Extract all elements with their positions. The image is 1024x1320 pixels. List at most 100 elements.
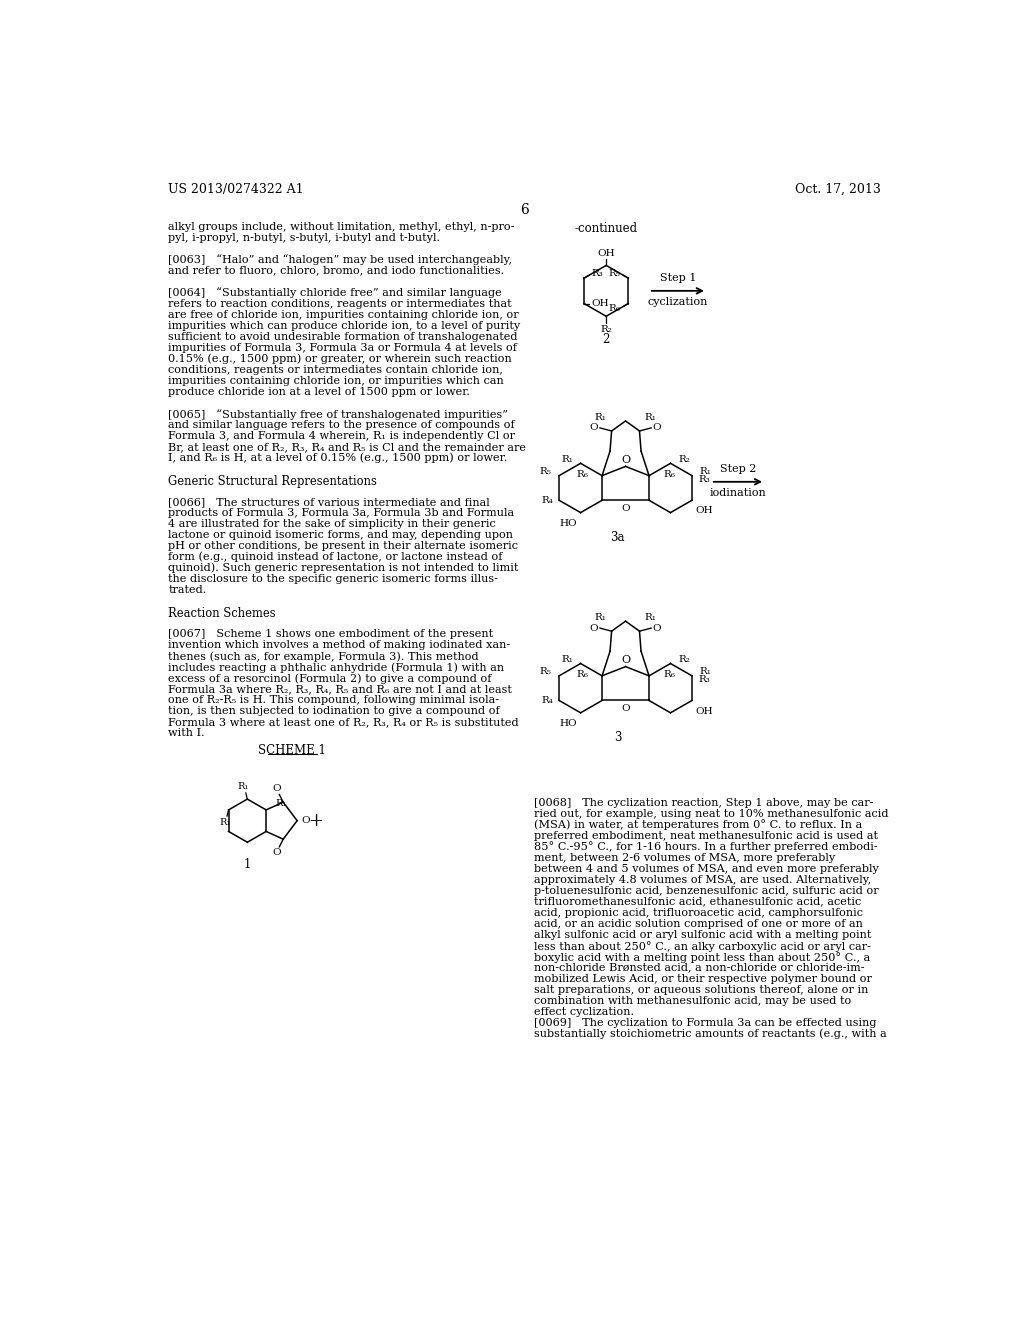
Text: and similar language refers to the presence of compounds of: and similar language refers to the prese… [168,420,515,430]
Text: R₅: R₅ [540,467,551,477]
Text: preferred embodiment, neat methanesulfonic acid is used at: preferred embodiment, neat methanesulfon… [535,830,879,841]
Text: R₆: R₆ [577,671,588,678]
Text: includes reacting a phthalic anhydride (Formula 1) with an: includes reacting a phthalic anhydride (… [168,663,505,673]
Text: R₆: R₆ [663,470,675,479]
Text: pH or other conditions, be present in their alternate isomeric: pH or other conditions, be present in th… [168,541,518,550]
Text: R₁: R₁ [561,455,572,463]
Text: form (e.g., quinoid instead of lactone, or lactone instead of: form (e.g., quinoid instead of lactone, … [168,552,503,562]
Text: O: O [622,504,630,513]
Text: OH: OH [592,300,609,308]
Text: R₆: R₆ [663,671,675,678]
Text: R₄: R₄ [541,496,553,504]
Text: I, and R₆ is H, at a level of 0.15% (e.g., 1500 ppm) or lower.: I, and R₆ is H, at a level of 0.15% (e.g… [168,453,508,463]
Text: 1: 1 [244,858,251,871]
Text: acid, or an acidic solution comprised of one or more of an: acid, or an acidic solution comprised of… [535,919,863,929]
Text: Br, at least one of R₂, R₃, R₄ and R₅ is Cl and the remainder are: Br, at least one of R₂, R₃, R₄ and R₅ is… [168,442,526,451]
Text: mobilized Lewis Acid, or their respective polymer bound or: mobilized Lewis Acid, or their respectiv… [535,974,872,983]
Text: O: O [590,623,598,632]
Text: produce chloride ion at a level of 1500 ppm or lower.: produce chloride ion at a level of 1500 … [168,387,470,397]
Text: O: O [590,424,598,433]
Text: O: O [652,623,662,632]
Text: R₁: R₁ [219,817,230,826]
Text: R₁: R₁ [561,655,572,664]
Text: trifluoromethanesulfonic acid, ethanesulfonic acid, acetic: trifluoromethanesulfonic acid, ethanesul… [535,896,861,907]
Text: alkyl groups include, without limitation, methyl, ethyl, n-pro-: alkyl groups include, without limitation… [168,222,515,231]
Text: 6: 6 [520,203,529,216]
Text: the disclosure to the specific generic isomeric forms illus-: the disclosure to the specific generic i… [168,574,498,583]
Text: quinoid). Such generic representation is not intended to limit: quinoid). Such generic representation is… [168,562,519,573]
Text: R₃: R₃ [592,269,603,279]
Text: HO: HO [559,519,577,528]
Text: cyclization: cyclization [647,297,708,308]
Text: iodination: iodination [710,488,766,498]
Text: R₅: R₅ [540,668,551,676]
Text: R₃: R₃ [698,676,710,684]
Text: invention which involves a method of making iodinated xan-: invention which involves a method of mak… [168,640,510,649]
Text: 0.15% (e.g., 1500 ppm) or greater, or wherein such reaction: 0.15% (e.g., 1500 ppm) or greater, or wh… [168,354,512,364]
Text: are free of chloride ion, impurities containing chloride ion, or: are free of chloride ion, impurities con… [168,310,519,319]
Text: O: O [272,784,282,793]
Text: Step 1: Step 1 [659,273,696,284]
Text: Formula 3, and Formula 4 wherein, R₁ is independently Cl or: Formula 3, and Formula 4 wherein, R₁ is … [168,430,515,441]
Text: lactone or quinoid isomeric forms, and may, depending upon: lactone or quinoid isomeric forms, and m… [168,529,513,540]
Text: 3a: 3a [610,531,625,544]
Text: O: O [272,849,282,858]
Text: pyl, i-propyl, n-butyl, s-butyl, i-butyl and t-butyl.: pyl, i-propyl, n-butyl, s-butyl, i-butyl… [168,232,440,243]
Text: Reaction Schemes: Reaction Schemes [168,607,275,620]
Text: acid, propionic acid, trifluoroacetic acid, camphorsulfonic: acid, propionic acid, trifluoroacetic ac… [535,908,863,917]
Text: [0066]   The structures of various intermediate and final: [0066] The structures of various interme… [168,496,490,507]
Text: [0063]   “Halo” and “halogen” may be used interchangeably,: [0063] “Halo” and “halogen” may be used … [168,255,512,265]
Text: sufficient to avoid undesirable formation of transhalogenated: sufficient to avoid undesirable formatio… [168,331,518,342]
Text: non-chloride Brønsted acid, a non-chloride or chloride-im-: non-chloride Brønsted acid, a non-chlori… [535,962,864,973]
Text: trated.: trated. [168,585,207,595]
Text: OH: OH [696,507,714,515]
Text: between 4 and 5 volumes of MSA, and even more preferably: between 4 and 5 volumes of MSA, and even… [535,863,879,874]
Text: ment, between 2-6 volumes of MSA, more preferably: ment, between 2-6 volumes of MSA, more p… [535,853,836,862]
Text: with I.: with I. [168,729,205,738]
Text: R₁: R₁ [645,413,656,421]
Text: combination with methanesulfonic acid, may be used to: combination with methanesulfonic acid, m… [535,995,851,1006]
Text: R₃: R₃ [698,475,710,484]
Text: O: O [622,705,630,713]
Text: R₆: R₆ [577,470,588,479]
Text: R₂: R₂ [600,326,612,334]
Text: [0068]   The cyclization reaction, Step 1 above, may be car-: [0068] The cyclization reaction, Step 1 … [535,797,873,808]
Text: 3: 3 [614,731,622,744]
Text: R₅: R₅ [608,269,621,279]
Text: R₆: R₆ [608,304,621,313]
Text: O: O [621,655,630,665]
Text: p-toluenesulfonic acid, benzenesulfonic acid, sulfuric acid or: p-toluenesulfonic acid, benzenesulfonic … [535,886,879,895]
Text: R₄: R₄ [541,696,553,705]
Text: 2: 2 [602,333,610,346]
Text: Oct. 17, 2013: Oct. 17, 2013 [796,183,882,197]
Text: Formula 3 where at least one of R₂, R₃, R₄ or R₅ is substituted: Formula 3 where at least one of R₂, R₃, … [168,717,519,727]
Text: tion, is then subjected to iodination to give a compound of: tion, is then subjected to iodination to… [168,706,500,715]
Text: R₂: R₂ [678,455,690,463]
Text: SCHEME 1: SCHEME 1 [258,743,327,756]
Text: salt preparations, or aqueous solutions thereof, alone or in: salt preparations, or aqueous solutions … [535,985,868,995]
Text: R₂: R₂ [678,655,690,664]
Text: Step 2: Step 2 [720,465,756,474]
Text: (MSA) in water, at temperatures from 0° C. to reflux. In a: (MSA) in water, at temperatures from 0° … [535,820,862,830]
Text: conditions, reagents or intermediates contain chloride ion,: conditions, reagents or intermediates co… [168,364,503,375]
Text: Generic Structural Representations: Generic Structural Representations [168,475,377,488]
Text: -continued: -continued [574,222,638,235]
Text: +: + [308,812,323,830]
Text: R₁: R₁ [238,783,249,792]
Text: R₁: R₁ [699,668,712,676]
Text: Formula 3a where R₂, R₃, R₄, R₅ and R₆ are not I and at least: Formula 3a where R₂, R₃, R₄, R₅ and R₆ a… [168,684,512,694]
Text: boxylic acid with a melting point less than about 250° C., a: boxylic acid with a melting point less t… [535,952,870,962]
Text: [0065]   “Substantially free of transhalogenated impurities”: [0065] “Substantially free of transhalog… [168,409,508,420]
Text: less than about 250° C., an alky carboxylic acid or aryl car-: less than about 250° C., an alky carboxy… [535,941,871,952]
Text: 4 are illustrated for the sake of simplicity in their generic: 4 are illustrated for the sake of simpli… [168,519,496,529]
Text: and refer to fluoro, chloro, bromo, and iodo functionalities.: and refer to fluoro, chloro, bromo, and … [168,265,505,276]
Text: O: O [621,455,630,465]
Text: 85° C.-95° C., for 1-16 hours. In a further preferred embodi-: 85° C.-95° C., for 1-16 hours. In a furt… [535,842,878,853]
Text: effect cyclization.: effect cyclization. [535,1007,634,1016]
Text: approximately 4.8 volumes of MSA, are used. Alternatively,: approximately 4.8 volumes of MSA, are us… [535,875,871,884]
Text: impurities of Formula 3, Formula 3a or Formula 4 at levels of: impurities of Formula 3, Formula 3a or F… [168,343,517,352]
Text: [0067]   Scheme 1 shows one embodiment of the present: [0067] Scheme 1 shows one embodiment of … [168,628,494,639]
Text: one of R₂-R₅ is H. This compound, following minimal isola-: one of R₂-R₅ is H. This compound, follow… [168,696,500,705]
Text: O: O [652,424,662,433]
Text: products of Formula 3, Formula 3a, Formula 3b and Formula: products of Formula 3, Formula 3a, Formu… [168,508,514,517]
